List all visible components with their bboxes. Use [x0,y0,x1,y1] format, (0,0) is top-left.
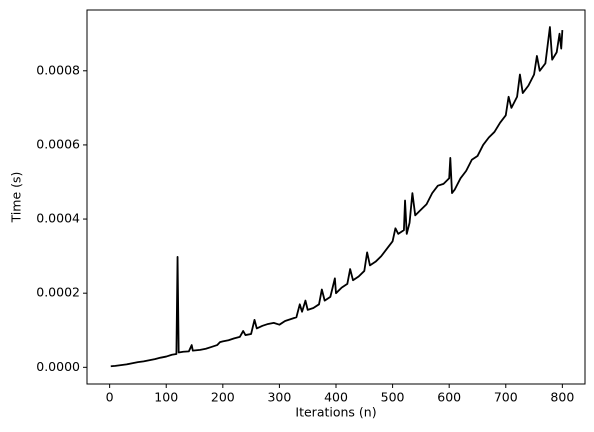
x-tick-label: 100 [154,390,178,405]
y-axis-label: Time (s) [9,172,24,224]
y-tick-label: 0.0002 [36,285,80,300]
x-tick-label: 300 [267,390,291,405]
x-tick-label: 500 [381,390,405,405]
y-tick-label: 0.0004 [36,211,80,226]
y-tick-label: 0.0006 [36,136,80,151]
y-tick-label: 0.0008 [36,62,80,77]
data-line [110,26,564,368]
axes-frame [86,9,586,385]
x-tick-label: 200 [211,390,235,405]
x-axis-label: Iterations (n) [295,405,376,420]
x-tick-label: 600 [437,390,461,405]
x-tick-label: 800 [550,390,574,405]
x-tick-label: 400 [324,390,348,405]
y-tick-label: 0.0000 [36,359,80,374]
x-tick-label: 700 [494,390,518,405]
x-tick-label: 0 [106,390,114,405]
